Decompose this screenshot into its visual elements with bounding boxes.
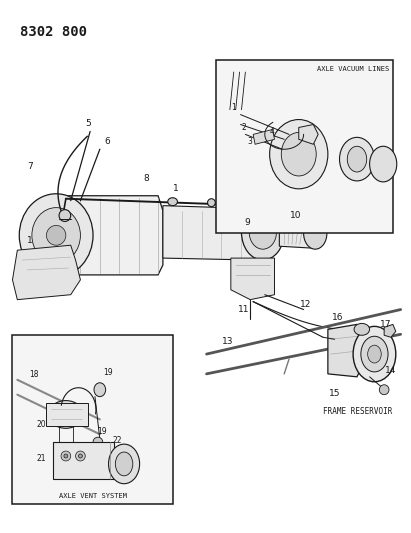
Text: 21: 21 (37, 455, 46, 464)
Ellipse shape (59, 209, 71, 222)
Ellipse shape (61, 451, 71, 461)
Ellipse shape (94, 383, 106, 397)
Ellipse shape (354, 324, 369, 335)
Text: 14: 14 (385, 366, 397, 375)
Ellipse shape (368, 345, 381, 363)
Polygon shape (53, 442, 114, 479)
Polygon shape (46, 402, 88, 426)
Ellipse shape (168, 198, 178, 206)
Polygon shape (328, 325, 362, 377)
Text: 20: 20 (37, 420, 46, 429)
Ellipse shape (249, 215, 277, 249)
Text: 11: 11 (238, 305, 249, 314)
Ellipse shape (347, 146, 367, 172)
Text: 19: 19 (103, 368, 112, 377)
Text: 6: 6 (105, 137, 111, 146)
Text: AXLE VACUUM LINES: AXLE VACUUM LINES (317, 66, 389, 72)
Text: 18: 18 (29, 370, 39, 379)
Polygon shape (12, 245, 81, 300)
Ellipse shape (369, 146, 397, 182)
Text: 16: 16 (332, 313, 343, 322)
Polygon shape (163, 206, 255, 260)
Polygon shape (384, 325, 396, 337)
Ellipse shape (32, 208, 81, 263)
Text: 22: 22 (113, 435, 122, 445)
Ellipse shape (115, 452, 133, 476)
Ellipse shape (79, 454, 82, 458)
Ellipse shape (64, 454, 68, 458)
Bar (216, 60, 393, 233)
Text: 13: 13 (222, 337, 234, 346)
Text: FRAME RESERVOIR: FRAME RESERVOIR (323, 407, 393, 416)
Ellipse shape (48, 401, 83, 429)
Ellipse shape (56, 407, 76, 422)
Ellipse shape (270, 119, 328, 189)
Polygon shape (279, 219, 318, 248)
Ellipse shape (242, 205, 284, 260)
Text: 19: 19 (97, 427, 106, 436)
Text: 8: 8 (143, 174, 149, 183)
Ellipse shape (339, 138, 374, 181)
Text: 1: 1 (27, 236, 33, 245)
Ellipse shape (93, 437, 103, 447)
Text: 8302 800: 8302 800 (20, 25, 87, 38)
Ellipse shape (208, 199, 215, 207)
Ellipse shape (304, 217, 327, 249)
Text: 1: 1 (173, 184, 178, 193)
Ellipse shape (281, 132, 316, 176)
Text: 15: 15 (329, 389, 340, 398)
Ellipse shape (76, 451, 85, 461)
Text: 3: 3 (248, 137, 253, 146)
Text: 17: 17 (380, 320, 392, 329)
Text: 2: 2 (241, 123, 246, 132)
Ellipse shape (361, 336, 388, 372)
Ellipse shape (46, 225, 66, 245)
Text: 7: 7 (27, 161, 33, 171)
Ellipse shape (109, 444, 140, 484)
Polygon shape (32, 196, 163, 275)
Text: 4: 4 (270, 127, 275, 136)
Polygon shape (253, 130, 275, 144)
Text: 1: 1 (231, 103, 236, 112)
Text: 5: 5 (85, 119, 91, 128)
Ellipse shape (353, 326, 396, 382)
Text: 9: 9 (245, 218, 250, 227)
Polygon shape (231, 258, 275, 300)
Ellipse shape (379, 385, 389, 394)
Polygon shape (299, 125, 318, 144)
Ellipse shape (19, 194, 93, 277)
Bar (12, 335, 173, 504)
Text: AXLE VENT SYSTEM: AXLE VENT SYSTEM (58, 492, 127, 498)
Text: 12: 12 (300, 300, 311, 309)
Text: 10: 10 (290, 211, 302, 220)
